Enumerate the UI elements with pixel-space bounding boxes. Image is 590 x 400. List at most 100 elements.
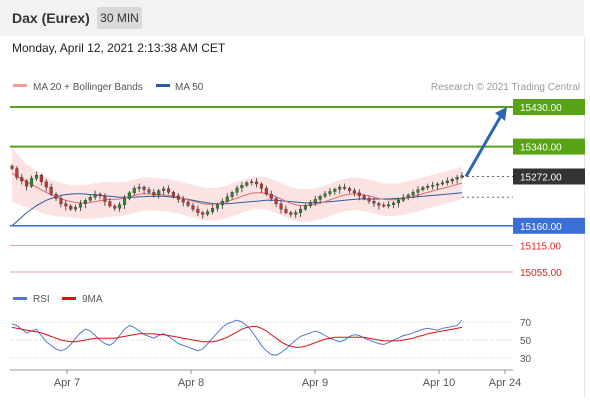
candle-body bbox=[191, 205, 195, 210]
forecast-arrow-shaft bbox=[464, 113, 504, 178]
level-tag-15160.00 bbox=[513, 217, 585, 234]
candle bbox=[382, 202, 386, 208]
price-panel bbox=[10, 146, 464, 227]
candle bbox=[142, 185, 146, 195]
candle bbox=[416, 186, 420, 197]
candle-body bbox=[440, 182, 445, 185]
candle bbox=[10, 164, 14, 171]
candle bbox=[303, 203, 308, 211]
candle bbox=[108, 198, 112, 208]
ma50-line bbox=[11, 192, 463, 227]
candle-body bbox=[372, 200, 376, 204]
candle bbox=[299, 205, 303, 217]
candle-body bbox=[201, 212, 205, 215]
candle bbox=[176, 193, 180, 203]
candle bbox=[25, 179, 29, 191]
candle-body bbox=[436, 183, 440, 186]
candle-body bbox=[382, 204, 386, 207]
candle bbox=[122, 195, 127, 210]
candle bbox=[279, 201, 283, 214]
candle-body bbox=[333, 189, 337, 192]
level-tag-15340.00 bbox=[513, 138, 585, 155]
candle-body bbox=[206, 211, 210, 215]
candle bbox=[372, 197, 376, 207]
time-axis: Apr 7 Apr 8 Apr 9 Apr 10 Apr 24 bbox=[10, 369, 521, 389]
legend-rsi-label: RSI bbox=[33, 294, 50, 305]
candle bbox=[147, 187, 151, 195]
level-tag-15430.00 bbox=[513, 99, 585, 115]
candle bbox=[15, 165, 19, 181]
level-label: 15430.00 bbox=[520, 103, 562, 114]
level-label: 15115.00 bbox=[520, 242, 561, 253]
candle-body bbox=[240, 185, 244, 189]
candle bbox=[396, 197, 401, 208]
candle-body bbox=[113, 205, 117, 209]
candle bbox=[215, 202, 220, 212]
candle bbox=[88, 194, 92, 203]
candle-body bbox=[235, 187, 239, 193]
candle-body bbox=[64, 203, 68, 207]
rsi-tick-label: 70 bbox=[520, 318, 532, 329]
candle-body bbox=[215, 204, 220, 209]
candle-body bbox=[220, 200, 224, 205]
candle-body bbox=[392, 202, 396, 205]
candle-body bbox=[137, 186, 141, 189]
candle-body bbox=[93, 193, 97, 198]
candle bbox=[220, 198, 224, 210]
candle-body bbox=[142, 186, 146, 190]
candle bbox=[137, 183, 141, 192]
candle-body bbox=[352, 190, 356, 194]
candle bbox=[44, 179, 48, 192]
legend-9ma-label: 9MA bbox=[82, 294, 103, 305]
rsi-ma9-line bbox=[11, 326, 463, 348]
candle-body bbox=[152, 192, 156, 196]
candle-body bbox=[59, 198, 63, 205]
candle bbox=[191, 202, 195, 212]
candle bbox=[284, 205, 288, 215]
candle bbox=[73, 204, 78, 212]
candle bbox=[250, 179, 254, 186]
candle bbox=[83, 198, 87, 209]
level-label: 15160.00 bbox=[520, 222, 562, 233]
candle-body bbox=[411, 192, 415, 196]
candle-body bbox=[147, 189, 151, 193]
candle-body bbox=[308, 202, 312, 206]
candle bbox=[436, 182, 440, 190]
rsi-tick-label: 30 bbox=[520, 354, 532, 365]
candle bbox=[103, 193, 107, 206]
candle-body bbox=[30, 178, 34, 187]
candle bbox=[230, 190, 234, 200]
candle bbox=[357, 189, 361, 201]
candle-body bbox=[259, 183, 264, 189]
candle bbox=[98, 192, 102, 200]
candle-body bbox=[357, 192, 361, 197]
candle bbox=[274, 196, 278, 208]
candle-body bbox=[108, 201, 112, 207]
candle-body bbox=[328, 191, 332, 194]
rsi-panel: 70 50 30 bbox=[10, 318, 532, 365]
candle bbox=[30, 175, 34, 188]
timeframe-badge[interactable]: 30 MIN bbox=[97, 7, 142, 29]
candle bbox=[338, 184, 342, 194]
candle bbox=[20, 173, 24, 185]
candle-body bbox=[313, 199, 317, 203]
candle-body bbox=[254, 181, 259, 185]
candle bbox=[34, 171, 38, 181]
candle bbox=[328, 187, 332, 197]
candle-body bbox=[196, 208, 200, 213]
candle bbox=[93, 190, 97, 200]
candle bbox=[450, 177, 454, 185]
candle-body bbox=[426, 185, 430, 188]
candle-body bbox=[73, 207, 78, 210]
legend-ma50-swatch bbox=[156, 84, 170, 87]
candle bbox=[201, 210, 205, 219]
candle-body bbox=[78, 203, 82, 208]
candle bbox=[132, 185, 136, 196]
candle-body bbox=[377, 203, 381, 206]
rsi-tick-label: 50 bbox=[520, 336, 532, 347]
candle bbox=[54, 192, 58, 202]
candle-body bbox=[20, 177, 24, 182]
candle bbox=[348, 186, 352, 194]
candle bbox=[377, 201, 381, 210]
